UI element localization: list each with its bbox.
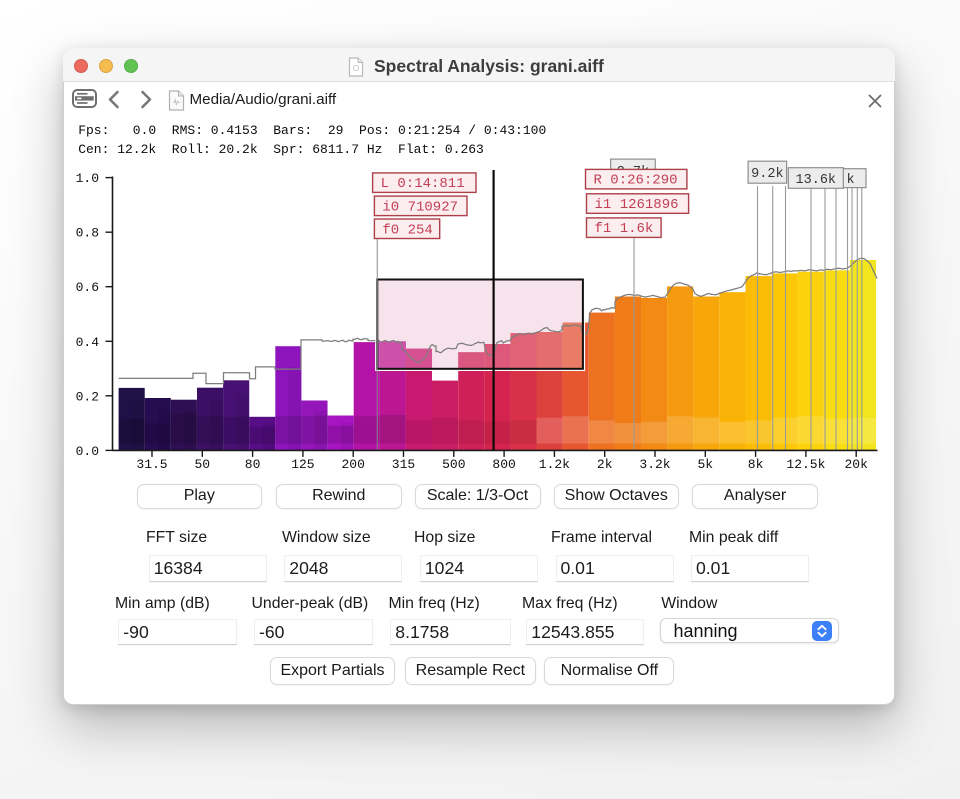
- svg-text:L 0:14:811: L 0:14:811: [381, 176, 465, 192]
- svg-text:500: 500: [442, 457, 465, 472]
- svg-text:200: 200: [341, 457, 364, 472]
- svg-text:9.2k: 9.2k: [751, 167, 783, 182]
- svg-text:k: k: [846, 173, 854, 188]
- svg-text:3.2k: 3.2k: [639, 457, 670, 472]
- svg-text:13.6k: 13.6k: [796, 173, 837, 188]
- svg-text:f0 254: f0 254: [382, 222, 432, 238]
- svg-text:0.2: 0.2: [76, 389, 99, 404]
- svg-text:1.0: 1.0: [76, 171, 99, 186]
- svg-text:31.5: 31.5: [136, 457, 167, 472]
- svg-text:12.5k: 12.5k: [786, 457, 825, 472]
- svg-text:1.2k: 1.2k: [539, 457, 570, 472]
- svg-text:8k: 8k: [748, 457, 764, 472]
- svg-text:0.8: 0.8: [76, 226, 99, 241]
- svg-text:f1 1.6k: f1 1.6k: [595, 221, 654, 237]
- svg-text:125: 125: [291, 457, 314, 472]
- svg-text:5k: 5k: [697, 457, 713, 472]
- svg-text:2k: 2k: [597, 457, 613, 472]
- svg-text:80: 80: [245, 457, 261, 472]
- svg-text:315: 315: [392, 457, 415, 472]
- svg-text:50: 50: [194, 457, 210, 472]
- svg-text:20k: 20k: [844, 457, 868, 472]
- svg-text:0.4: 0.4: [76, 335, 100, 350]
- svg-text:0.6: 0.6: [76, 280, 99, 295]
- svg-text:0.0: 0.0: [76, 444, 99, 459]
- svg-text:i0 710927: i0 710927: [382, 199, 458, 215]
- svg-text:i1 1261896: i1 1261896: [595, 197, 679, 213]
- svg-text:800: 800: [492, 457, 515, 472]
- svg-text:R 0:26:290: R 0:26:290: [594, 173, 678, 189]
